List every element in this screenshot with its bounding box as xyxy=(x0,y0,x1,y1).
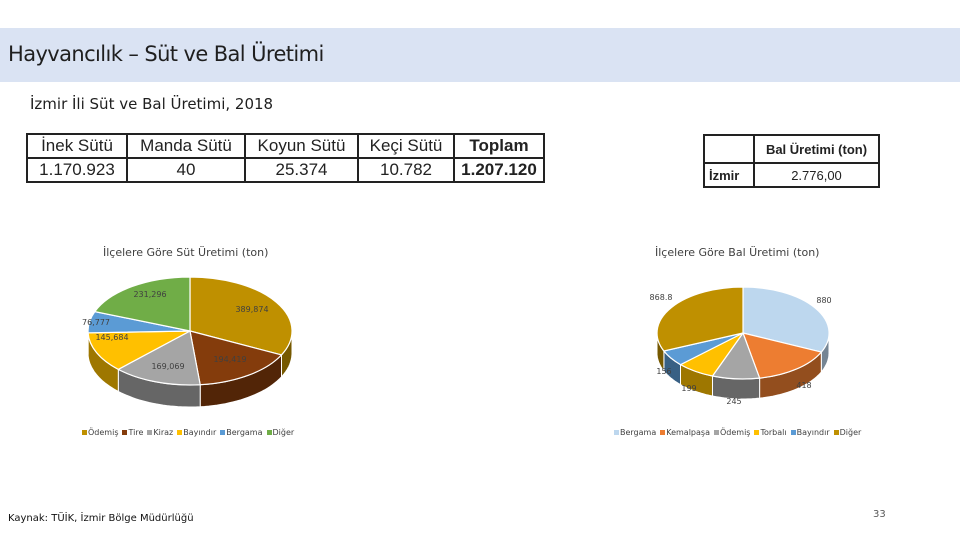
legend-swatch xyxy=(122,430,128,435)
legend-swatch xyxy=(754,430,760,435)
legend-swatch xyxy=(713,430,719,435)
empty-cell xyxy=(703,134,755,164)
legend-swatch xyxy=(790,430,796,435)
pie-slice-diger xyxy=(93,276,191,332)
legend-swatch xyxy=(147,430,153,435)
legend-label: Ödemiş xyxy=(719,428,751,437)
legend-swatch xyxy=(220,430,226,435)
pie-slice-odemis xyxy=(189,276,293,356)
legend-swatch xyxy=(177,430,183,435)
data-label-odemis: 245 xyxy=(726,397,741,406)
legend-swatch xyxy=(660,430,666,435)
value-cell: 1.170.923 xyxy=(26,157,128,183)
header-cell: İnek Sütü xyxy=(26,133,128,159)
header-cell: Manda Sütü xyxy=(126,133,246,159)
value-cell: 40 xyxy=(126,157,246,183)
legend-swatch xyxy=(82,430,87,435)
legend-label: Diğer xyxy=(839,428,862,437)
data-label-kiraz: 169,069 xyxy=(151,362,184,371)
legend-item-diger: Diğer xyxy=(266,428,295,437)
pie-slice-bergama xyxy=(742,286,830,353)
data-label-bergama: 880 xyxy=(816,296,831,305)
data-label-diger: 868.8 xyxy=(650,293,673,302)
page-title: Hayvancılık – Süt ve Bal Üretimi xyxy=(8,42,324,66)
header-cell: Koyun Sütü xyxy=(244,133,359,159)
legend-label: Bergama xyxy=(620,428,657,437)
legend-swatch xyxy=(266,430,272,435)
source-note: Kaynak: TÜİK, İzmir Bölge Müdürlüğü xyxy=(8,513,194,524)
pie-slice-diger xyxy=(656,286,744,352)
honey-production-table: Bal Üretimi (ton) İzmir 2.776,00 xyxy=(703,134,880,188)
table-header-row: Bal Üretimi (ton) xyxy=(703,134,880,164)
slide-subtitle: İzmir İli Süt ve Bal Üretimi, 2018 xyxy=(30,95,274,113)
title-bar: Hayvancılık – Süt ve Bal Üretimi xyxy=(0,28,960,82)
milk-production-table: İnek Sütü Manda Sütü Koyun Sütü Keçi Süt… xyxy=(26,133,545,183)
legend-label: Ödemiş xyxy=(88,428,119,437)
legend-item-bayindir: Bayındır xyxy=(177,428,216,437)
data-label-diger: 231,296 xyxy=(133,290,166,299)
data-label-bergama: 76,777 xyxy=(82,318,110,327)
legend-item-bergama: Bergama xyxy=(614,428,656,437)
pie-slice-tire xyxy=(189,330,283,386)
legend-label: Bayındır xyxy=(183,428,217,437)
data-label-tire: 194,419 xyxy=(213,355,246,364)
page-number: 33 xyxy=(873,509,886,520)
legend-item-bayindir: Bayındır xyxy=(790,428,830,437)
legend-item-kiraz: Kiraz xyxy=(147,428,173,437)
header-cell: Bal Üretimi (ton) xyxy=(753,134,880,164)
value-cell: 25.374 xyxy=(244,157,359,183)
pie-slice-kiraz xyxy=(117,330,201,386)
data-label-kemalpasa: 418 xyxy=(796,381,811,390)
legend-label: Kiraz xyxy=(153,428,174,437)
header-cell-total: Toplam xyxy=(453,133,545,159)
legend-label: Diğer xyxy=(272,428,295,437)
legend-item-bergama: Bergama xyxy=(220,428,263,437)
legend-label: Torbalı xyxy=(760,428,787,437)
legend-label: Tire xyxy=(128,428,144,437)
honey-chart-legend: Bergama Kemalpaşa Ödemiş Torbalı Bayındır Diğ… xyxy=(614,428,865,437)
table-row: 1.170.923 40 25.374 10.782 1.207.120 xyxy=(26,157,545,183)
value-cell: 10.782 xyxy=(357,157,455,183)
row-label-cell: İzmir xyxy=(703,162,755,188)
legend-item-diger: Diğer xyxy=(833,428,862,437)
legend-item-odemis: Ödemiş xyxy=(82,428,118,437)
milk-chart-legend: Ödemiş Tire Kiraz Bayındır Bergama Diğer xyxy=(82,428,298,437)
header-cell: Keçi Sütü xyxy=(357,133,455,159)
legend-item-odemis: Ödemiş xyxy=(713,428,751,437)
pie-sides xyxy=(87,331,293,408)
table-header-row: İnek Sütü Manda Sütü Koyun Sütü Keçi Süt… xyxy=(26,133,545,159)
legend-label: Bergama xyxy=(226,428,263,437)
honey-chart-title: İlçelere Göre Bal Üretimi (ton) xyxy=(655,246,820,259)
pie-slice-kemalpasa xyxy=(742,332,823,379)
data-label-bayindir: 156 xyxy=(656,367,671,376)
pie-slice-bayindir xyxy=(87,330,191,371)
legend-label: Kemalpaşa xyxy=(666,428,710,437)
value-cell-total: 1.207.120 xyxy=(453,157,545,183)
pie-sides xyxy=(656,333,830,400)
milk-chart-title: İlçelere Göre Süt Üretimi (ton) xyxy=(103,246,269,259)
pie-chart-0: 389,874 194,419 169,069 145,684 76,777 231,29… xyxy=(82,276,293,408)
legend-label: Bayındır xyxy=(796,428,830,437)
value-cell: 2.776,00 xyxy=(753,162,880,188)
table-row: İzmir 2.776,00 xyxy=(703,162,880,188)
legend-swatch xyxy=(614,430,619,435)
legend-item-kemalpasa: Kemalpaşa xyxy=(660,428,710,437)
legend-item-torbali: Torbalı xyxy=(754,428,787,437)
pie-chart-1: 880 418 245 199 156 868.8 xyxy=(650,286,832,406)
data-label-torbali: 199 xyxy=(681,384,696,393)
legend-item-tire: Tire xyxy=(122,428,143,437)
data-label-bayindir: 145,684 xyxy=(95,333,128,342)
legend-swatch xyxy=(833,430,839,435)
data-label-odemis: 389,874 xyxy=(235,305,268,314)
